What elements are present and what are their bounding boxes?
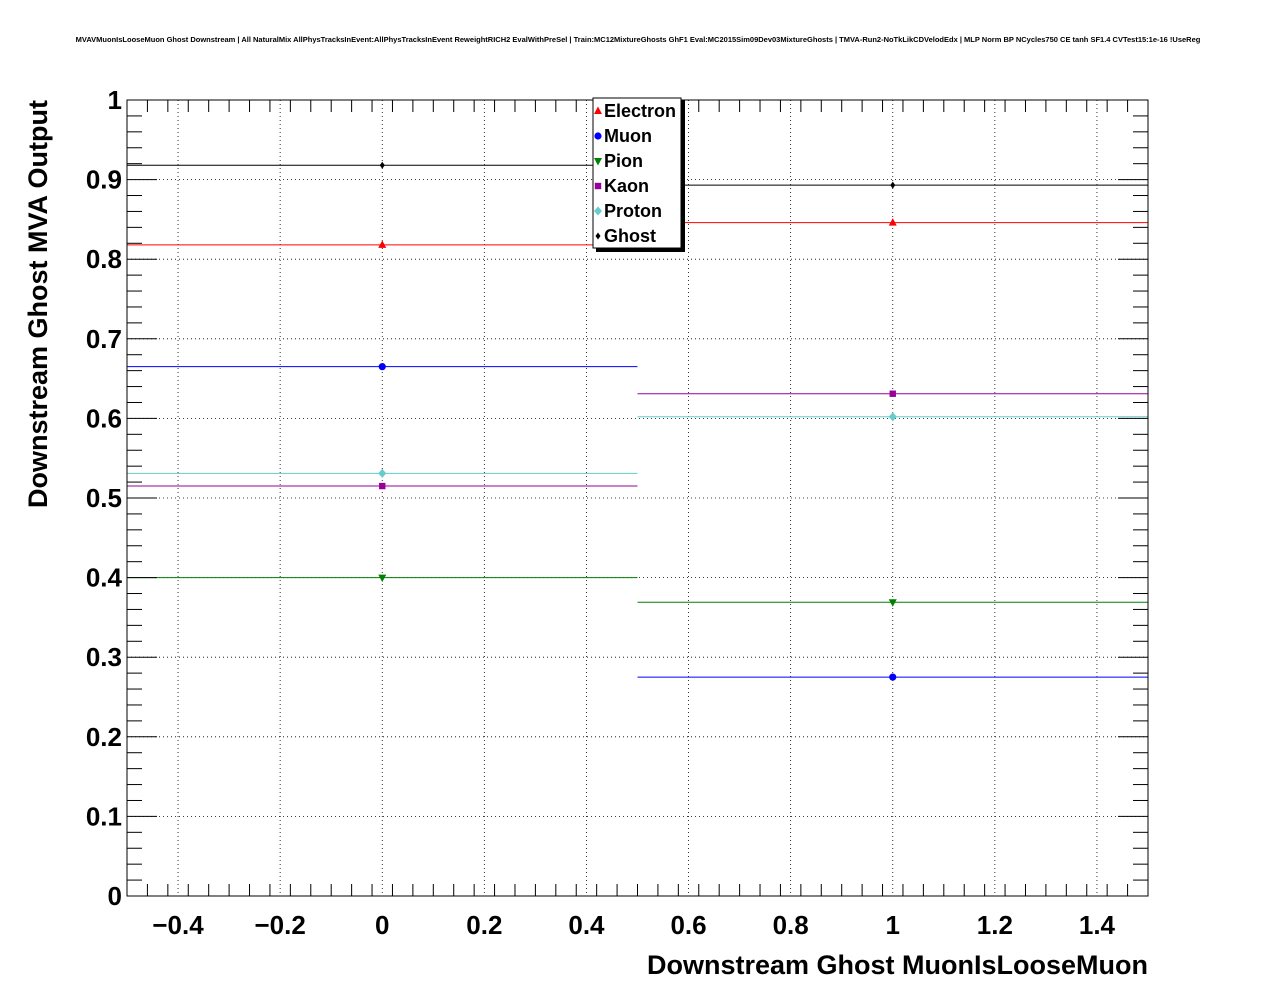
y-tick-label-6: 0.6 — [86, 403, 122, 433]
legend-entry-ghost: Ghost — [595, 226, 656, 246]
series-proton — [127, 412, 1148, 478]
legend-marker-kaon — [594, 182, 602, 190]
legend-label-ghost: Ghost — [604, 226, 656, 246]
y-tick-label-4: 0.4 — [86, 563, 123, 593]
legend-entry-muon: Muon — [594, 126, 652, 146]
y-tick-label-7: 0.7 — [86, 324, 122, 354]
y-tick-label-8: 0.8 — [86, 244, 122, 274]
series-electron — [127, 218, 1148, 248]
legend-label-pion: Pion — [604, 151, 643, 171]
electron-point-0 — [378, 240, 387, 248]
pion-point-1 — [888, 599, 897, 607]
x-tick-label-9: 1.4 — [1079, 910, 1116, 940]
muon-point-1 — [889, 673, 897, 681]
chart-title: MVAVMuonIsLooseMuon Ghost Downstream | A… — [76, 35, 1201, 44]
legend-label-kaon: Kaon — [604, 176, 649, 196]
pion-point-0 — [378, 574, 387, 583]
y-tick-label-9: 0.9 — [86, 165, 122, 195]
y-tick-label-5: 0.5 — [86, 483, 122, 513]
y-tick-label-1: 0.1 — [86, 801, 122, 831]
ghost-point-0 — [379, 161, 385, 169]
legend-marker-pion — [594, 158, 602, 166]
legend-label-muon: Muon — [604, 126, 652, 146]
legend-entry-pion: Pion — [594, 151, 643, 171]
legend-entry-proton: Proton — [594, 201, 662, 221]
legend-marker-proton — [594, 206, 602, 216]
series-kaon — [127, 390, 1148, 490]
x-tick-label-6: 0.8 — [773, 910, 809, 940]
x-tick-label-0: −0.4 — [152, 910, 204, 940]
x-tick-labels: −0.4 −0.2 0 0.2 0.4 0.6 0.8 1 1.2 1.4 — [152, 910, 1115, 940]
proton-point-0 — [378, 468, 387, 478]
y-tick-label-10: 1 — [108, 85, 122, 115]
legend: Electron Muon Pion Kaon Proton Ghost — [592, 97, 685, 252]
axis-ticks — [126, 99, 1149, 897]
y-tick-labels: 0 0.1 0.2 0.3 0.4 0.5 0.6 0.7 0.8 0.9 1 — [86, 85, 123, 911]
x-tick-label-5: 0.6 — [670, 910, 706, 940]
data-series — [127, 161, 1148, 681]
series-pion — [127, 574, 1148, 607]
y-tick-label-0: 0 — [108, 881, 122, 911]
legend-marker-ghost — [595, 232, 601, 240]
x-tick-label-8: 1.2 — [977, 910, 1013, 940]
x-tick-label-7: 1 — [886, 910, 900, 940]
y-axis-title: Downstream Ghost MVA Output — [23, 100, 53, 508]
series-muon — [127, 363, 1148, 681]
grid-lines — [127, 100, 1148, 896]
legend-label-electron: Electron — [604, 101, 676, 121]
legend-entry-electron: Electron — [594, 101, 676, 121]
kaon-point-1 — [889, 390, 896, 397]
y-tick-label-2: 0.2 — [86, 722, 122, 752]
legend-entries: Electron Muon Pion Kaon Proton Ghost — [594, 101, 676, 246]
kaon-point-0 — [379, 482, 386, 490]
proton-point-1 — [888, 412, 897, 422]
legend-marker-muon — [594, 132, 602, 140]
y-tick-label-3: 0.3 — [86, 642, 122, 672]
x-tick-label-3: 0.2 — [466, 910, 502, 940]
legend-marker-electron — [594, 106, 602, 114]
series-ghost — [127, 161, 1148, 189]
x-tick-label-2: 0 — [375, 910, 389, 940]
ghost-point-1 — [890, 181, 896, 189]
legend-box — [592, 97, 682, 249]
legend-label-proton: Proton — [604, 201, 662, 221]
x-tick-label-1: −0.2 — [254, 910, 305, 940]
electron-point-1 — [888, 218, 897, 226]
legend-entry-kaon: Kaon — [594, 176, 649, 196]
x-axis-title: Downstream Ghost MuonIsLooseMuon — [647, 950, 1148, 980]
x-tick-label-4: 0.4 — [568, 910, 605, 940]
muon-point-0 — [378, 363, 386, 371]
